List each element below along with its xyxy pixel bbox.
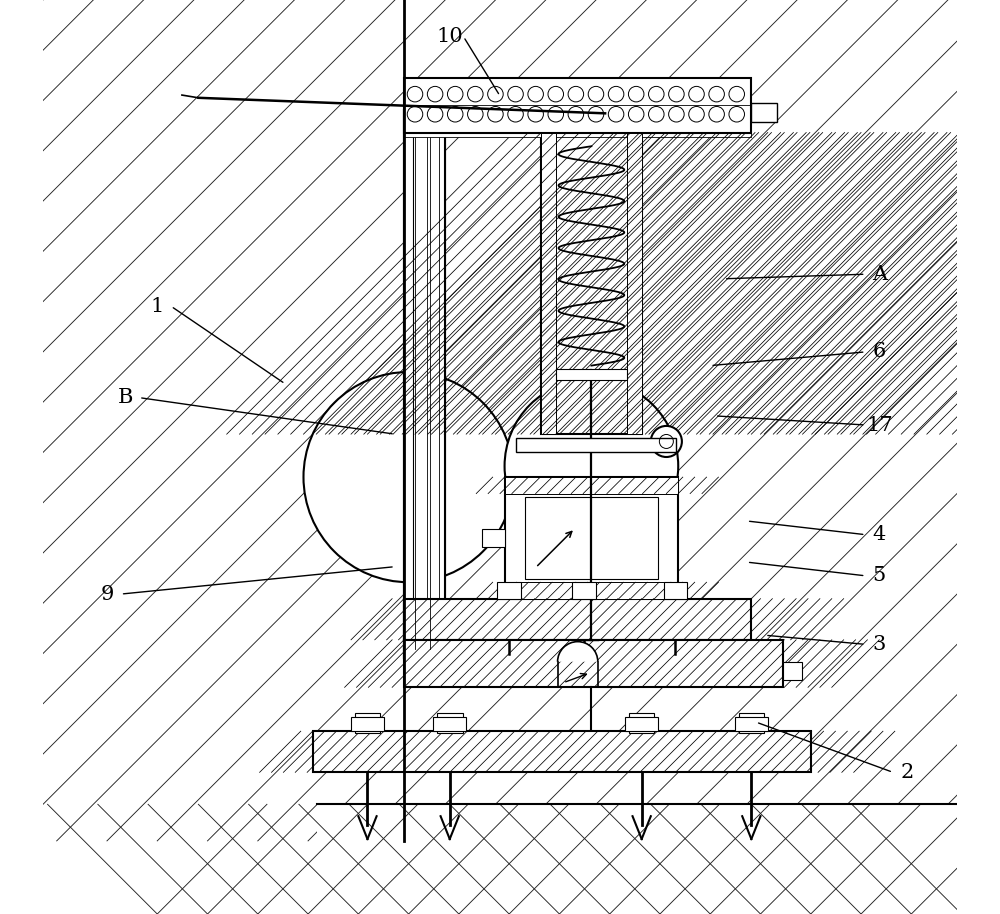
Circle shape [709,86,724,101]
Bar [433,717,466,731]
Bar [572,582,596,599]
Text: 10: 10 [436,27,463,46]
Bar [404,640,783,687]
Circle shape [528,107,543,122]
Circle shape [649,107,664,122]
Circle shape [427,86,443,101]
Circle shape [548,107,564,122]
Bar [541,133,556,434]
Bar [404,640,783,687]
Bar [783,662,802,680]
Bar [482,528,505,547]
Circle shape [468,107,483,122]
Circle shape [651,426,682,457]
Circle shape [447,107,463,122]
Bar [404,110,445,658]
Bar [625,717,658,731]
Bar [351,717,384,731]
Bar [43,0,404,841]
Circle shape [729,86,744,101]
Text: 2: 2 [900,763,913,781]
Text: A: A [872,265,887,283]
Bar [355,713,380,733]
Bar [629,713,654,733]
Text: 6: 6 [873,343,886,361]
Bar [627,133,642,434]
Bar [404,133,751,137]
Bar [404,110,445,658]
Circle shape [548,86,564,101]
Bar [505,477,678,494]
Circle shape [508,107,523,122]
Bar [739,713,764,733]
Bar [404,599,751,640]
Bar [317,804,957,914]
Circle shape [505,379,678,553]
Circle shape [709,107,724,122]
Bar [317,804,957,914]
Circle shape [689,86,704,101]
Circle shape [528,86,543,101]
Circle shape [407,107,423,122]
Circle shape [568,86,584,101]
Circle shape [427,107,443,122]
Bar [664,582,687,599]
Bar [497,582,521,599]
Circle shape [447,86,463,101]
Circle shape [608,107,624,122]
Circle shape [628,86,644,101]
Text: 1: 1 [151,297,164,315]
Bar [313,731,811,772]
Circle shape [588,107,604,122]
Bar [505,582,678,599]
Circle shape [588,86,604,101]
Bar [437,713,463,733]
Circle shape [628,107,644,122]
Bar [627,133,642,434]
Circle shape [407,86,423,101]
Bar [751,103,777,122]
Bar [541,133,642,434]
Circle shape [488,107,503,122]
Bar [43,0,404,841]
Bar [404,599,751,640]
Text: 3: 3 [873,635,886,654]
Circle shape [568,107,584,122]
Circle shape [303,372,514,582]
Bar [525,497,658,579]
Bar [556,369,627,380]
Circle shape [689,107,704,122]
Circle shape [488,86,503,101]
Circle shape [608,86,624,101]
Circle shape [669,86,684,101]
Bar [505,582,678,599]
Bar [516,438,676,452]
Bar [735,717,768,731]
Circle shape [508,86,523,101]
Bar [505,477,678,599]
Bar [505,477,678,494]
Text: 17: 17 [866,416,893,434]
Circle shape [669,107,684,122]
Text: 4: 4 [873,526,886,544]
Circle shape [729,107,744,122]
Bar [404,78,751,133]
Wedge shape [558,642,598,662]
Circle shape [649,86,664,101]
Circle shape [468,86,483,101]
Text: B: B [118,388,133,407]
Bar [541,133,556,434]
Text: 9: 9 [100,585,114,603]
Text: 5: 5 [873,567,886,585]
Bar [313,731,811,772]
